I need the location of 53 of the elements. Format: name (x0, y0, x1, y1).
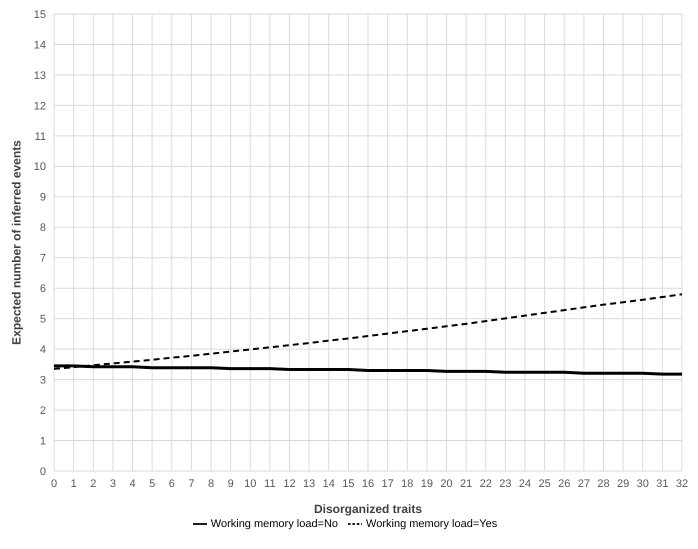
legend-label: Working memory load=Yes (366, 518, 498, 530)
y-tick-label: 7 (40, 252, 46, 265)
x-tick-label: 18 (401, 478, 414, 490)
y-tick-label: 12 (34, 100, 46, 112)
x-tick-label: 30 (636, 478, 649, 490)
y-tick-label: 2 (40, 404, 46, 417)
x-tick-label: 1 (70, 478, 77, 490)
x-tick-label: 9 (228, 478, 234, 490)
x-tick-label: 12 (283, 478, 296, 490)
x-tick-label: 11 (264, 478, 276, 490)
x-tick-label: 21 (460, 478, 472, 490)
x-tick-label: 15 (342, 478, 354, 490)
x-tick-label: 4 (129, 478, 136, 490)
x-tick-label: 5 (149, 478, 156, 490)
x-tick-label: 26 (558, 478, 570, 490)
x-tick-label: 8 (208, 478, 214, 490)
x-tick-label: 3 (110, 478, 116, 490)
x-tick-label: 25 (538, 478, 551, 490)
y-tick-label: 8 (40, 222, 46, 234)
x-tick-label: 32 (676, 478, 688, 490)
y-tick-label: 3 (40, 374, 46, 387)
y-tick-label: 13 (34, 70, 46, 82)
x-tick-label: 20 (440, 478, 453, 490)
y-tick-label: 9 (40, 192, 46, 204)
y-tick-label: 5 (40, 314, 46, 326)
x-axis-title: Disorganized traits (314, 502, 422, 516)
y-tick-label: 15 (34, 8, 46, 21)
legend-label: Working memory load=No (210, 518, 338, 530)
y-tick-label: 4 (40, 344, 46, 356)
x-tick-label: 6 (168, 478, 175, 490)
x-tick-label: 2 (90, 478, 96, 490)
x-tick-label: 0 (50, 478, 58, 490)
x-tick-label: 22 (480, 478, 492, 490)
y-tick-label: 11 (34, 130, 46, 143)
x-tick-label: 10 (244, 478, 256, 490)
x-tick-label: 27 (578, 478, 590, 490)
y-axis-title: Expected number of inferred events (9, 140, 24, 345)
y-tick-label: 1 (40, 435, 46, 448)
x-tick-label: 29 (617, 478, 630, 490)
x-tick-label: 24 (518, 478, 532, 490)
y-tick-label: 6 (40, 283, 46, 296)
x-tick-label: 19 (420, 478, 433, 490)
x-tick-label: 17 (382, 478, 394, 490)
y-tick-label: 10 (34, 161, 46, 174)
x-tick-label: 23 (499, 478, 512, 490)
x-tick-label: 31 (656, 478, 668, 490)
y-tick-label: 14 (34, 39, 46, 52)
x-tick-label: 13 (303, 478, 316, 490)
x-tick-label: 16 (362, 478, 374, 490)
x-tick-label: 7 (188, 478, 194, 490)
x-tick-label: 28 (597, 478, 610, 490)
y-tick-label: 0 (40, 466, 46, 478)
x-tick-label: 14 (322, 478, 335, 490)
